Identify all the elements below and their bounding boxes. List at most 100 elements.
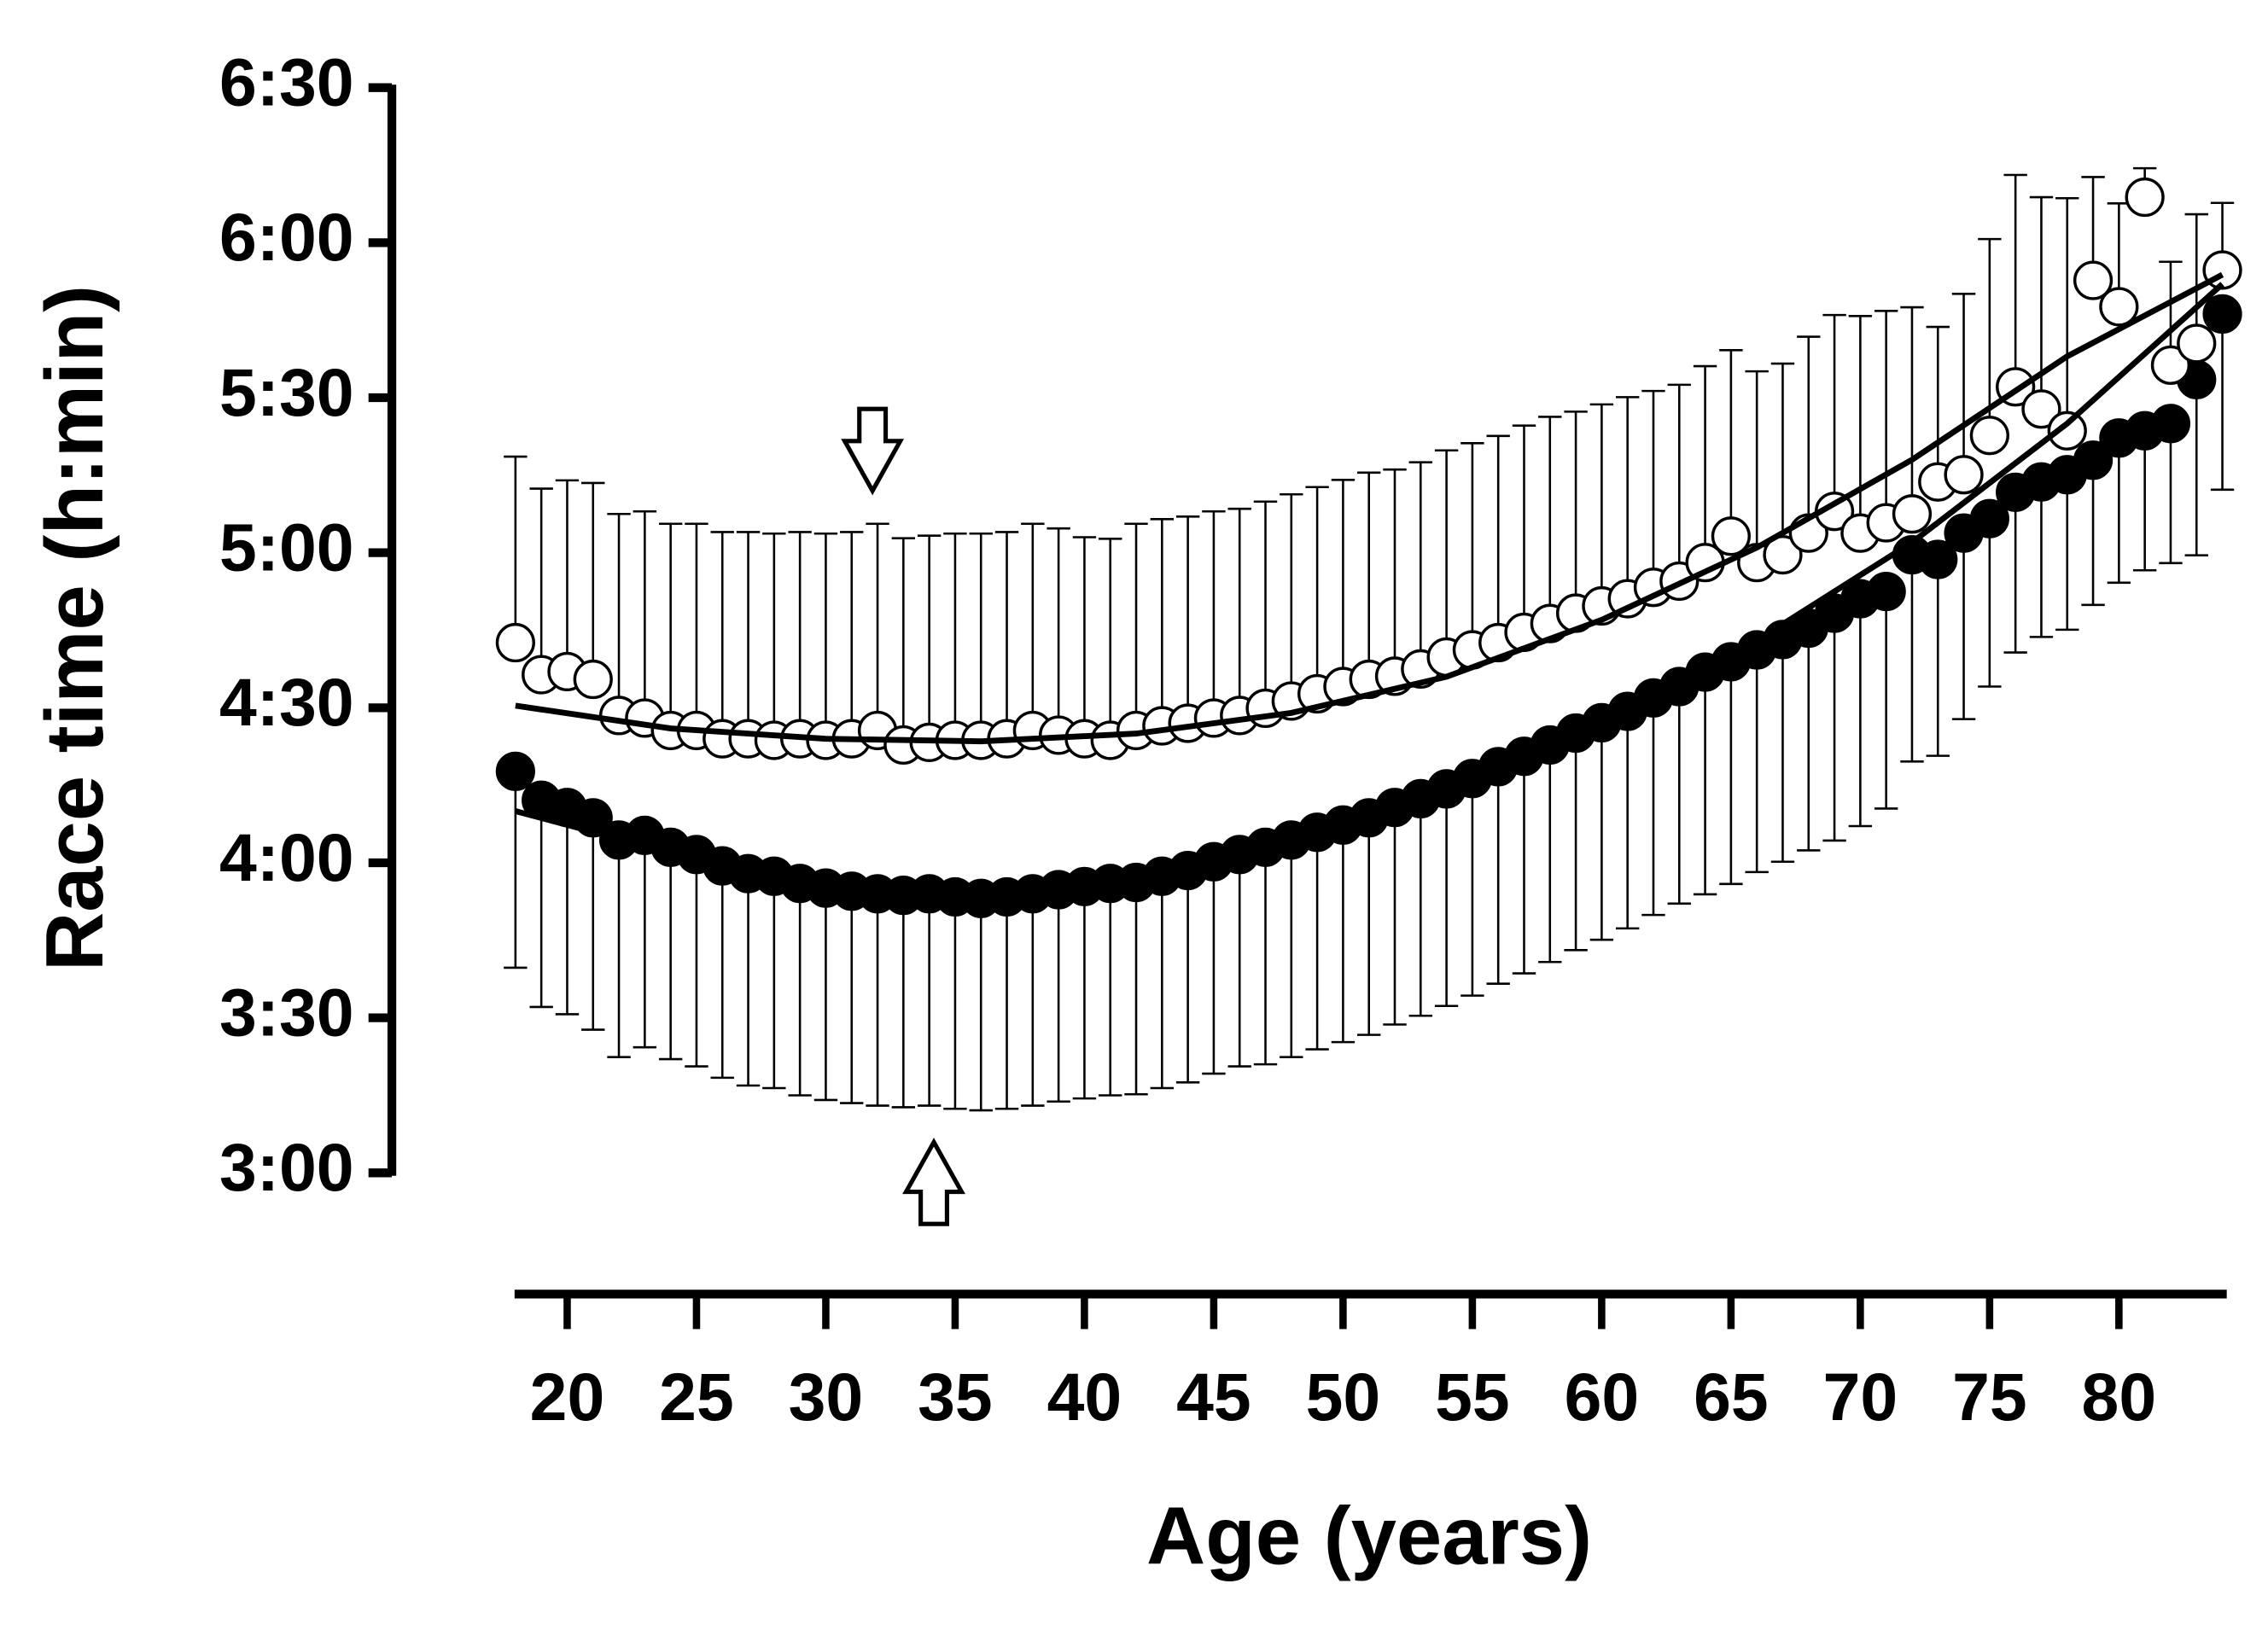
y-tick-label: 4:30 <box>219 665 354 740</box>
error-bar <box>2055 196 2079 431</box>
x-tick-label: 55 <box>1435 1359 1510 1435</box>
data-point <box>1969 498 2009 538</box>
error-bar <box>1538 744 1562 963</box>
data-point <box>2047 410 2087 451</box>
error-bar <box>1460 778 1484 997</box>
error-bar <box>555 479 580 672</box>
x-tick-label: 45 <box>1176 1359 1251 1435</box>
error-bar <box>1822 313 1846 512</box>
error-bar <box>891 537 916 745</box>
x-tick-label: 25 <box>659 1359 734 1435</box>
error-bar <box>1719 661 1743 886</box>
error-bar <box>1770 639 1795 864</box>
x-tick-label: 50 <box>1306 1359 1381 1435</box>
error-bar <box>1745 649 1769 874</box>
error-bar <box>1615 711 1640 930</box>
error-bar <box>866 894 889 1107</box>
error-bar <box>1227 507 1251 716</box>
error-bar <box>1719 349 1743 537</box>
error-bar <box>685 522 708 731</box>
error-bar <box>658 522 683 731</box>
error-bar <box>1538 416 1562 624</box>
error-bar <box>529 800 553 1009</box>
error-bar <box>1770 362 1795 556</box>
y-tick-label: 5:30 <box>219 355 354 430</box>
error-bar <box>1667 383 1691 581</box>
error-bar <box>1615 396 1640 599</box>
error-bar <box>1848 598 1873 828</box>
error-bar <box>969 898 993 1112</box>
error-bar <box>555 807 580 1016</box>
error-bar <box>1253 500 1278 708</box>
error-bar <box>1280 840 1303 1058</box>
fit-line <box>515 271 2224 745</box>
error-bar <box>1667 686 1691 905</box>
error-bar <box>943 532 967 741</box>
error-bar <box>1745 370 1769 563</box>
error-bar <box>710 865 734 1080</box>
data-point <box>1892 494 1933 534</box>
error-bar <box>1253 847 1278 1066</box>
error-bar <box>866 522 889 731</box>
x-tick-label: 20 <box>530 1359 605 1435</box>
error-bar <box>2210 313 2235 492</box>
error-bar <box>1641 389 1665 588</box>
error-bar <box>1900 306 1924 515</box>
x-tick-label: 70 <box>1823 1359 1898 1435</box>
error-bar <box>529 487 553 675</box>
fit-line <box>514 282 2224 899</box>
data-point <box>2099 287 2139 327</box>
y-tick-label: 5:00 <box>219 509 354 585</box>
error-bar <box>1512 424 1536 632</box>
error-bar <box>1693 364 1717 563</box>
error-bar <box>1926 325 1950 482</box>
error-bar <box>1150 518 1175 726</box>
data-point <box>1711 516 1751 556</box>
error-bar <box>1383 468 1407 677</box>
error-bar <box>994 896 1019 1110</box>
data-point <box>495 622 535 663</box>
error-bar <box>840 891 864 1104</box>
arrow-up <box>902 1138 965 1226</box>
y-tick-label: 3:00 <box>219 1130 354 1205</box>
x-tick-label: 65 <box>1694 1359 1769 1435</box>
error-bar <box>762 876 786 1090</box>
error-bar <box>1227 854 1251 1068</box>
error-bar <box>813 532 838 741</box>
error-bar <box>1926 559 1950 757</box>
error-bar <box>1099 538 1122 741</box>
error-bar <box>633 509 657 719</box>
data-point <box>1944 455 1984 495</box>
error-bar <box>2055 474 2079 632</box>
data-point <box>1763 534 1803 575</box>
error-bar <box>581 818 605 1031</box>
y-tick-label: 6:30 <box>219 44 354 119</box>
error-bar <box>607 840 631 1058</box>
error-bar <box>633 835 657 1049</box>
error-bar <box>1099 883 1122 1097</box>
x-tick-label: 75 <box>1952 1359 2027 1435</box>
error-bar <box>891 895 916 1109</box>
error-bar <box>2107 438 2131 585</box>
y-axis-title: Race time (h:min) <box>29 285 120 971</box>
error-bar <box>1564 410 1588 614</box>
error-bar <box>1202 509 1226 719</box>
error-bar <box>1331 479 1356 687</box>
data-point <box>2150 404 2191 444</box>
error-bar <box>736 873 761 1087</box>
data-point <box>2150 345 2191 385</box>
error-bar <box>736 531 761 739</box>
y-tick-label: 6:00 <box>219 200 354 275</box>
error-bar <box>788 531 812 739</box>
error-bar <box>917 894 942 1107</box>
x-tick-label: 30 <box>789 1359 864 1435</box>
error-bar <box>994 531 1019 739</box>
data-point <box>2021 389 2061 429</box>
error-bar <box>1486 434 1510 643</box>
error-bar <box>1124 882 1148 1096</box>
error-bar <box>504 455 528 643</box>
error-bar <box>1280 492 1303 701</box>
error-bar <box>1305 486 1329 694</box>
data-point <box>2073 440 2113 480</box>
